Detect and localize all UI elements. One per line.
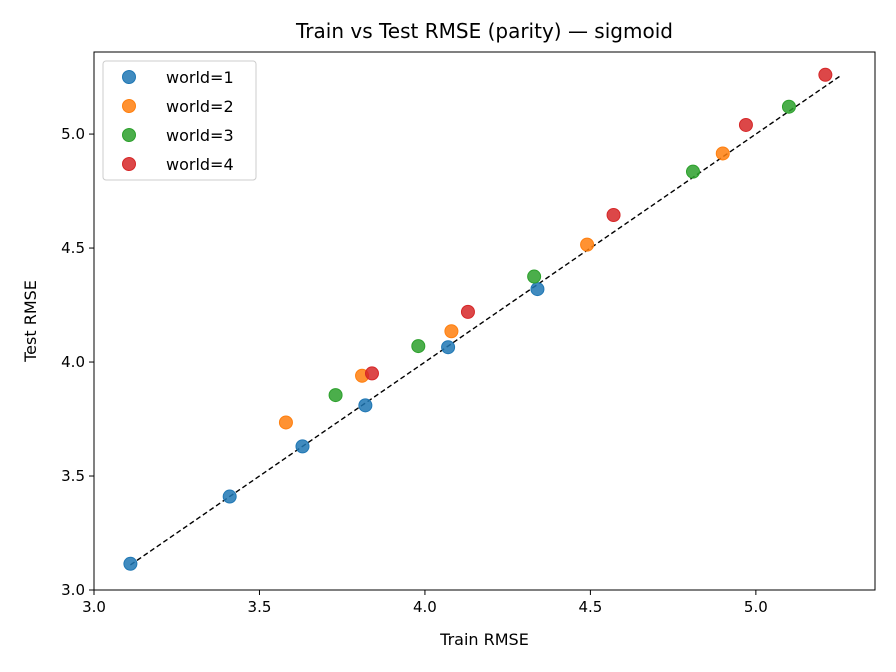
- data-point: [411, 339, 426, 354]
- y-tick-label: 5.0: [61, 125, 85, 143]
- data-point: [530, 282, 545, 297]
- data-point: [278, 415, 293, 430]
- y-axis-label: Test RMSE: [21, 280, 40, 363]
- chart-title: Train vs Test RMSE (parity) — sigmoid: [295, 19, 673, 43]
- y-tick-label: 3.5: [61, 467, 85, 485]
- data-point: [818, 67, 833, 82]
- legend-marker: [122, 99, 136, 113]
- x-axis: 3.0 3.5 4.0 4.5 5.0: [82, 590, 768, 616]
- x-axis-label: Train RMSE: [439, 630, 529, 649]
- legend: world=1 world=2 world=3 world=4: [102, 60, 257, 181]
- data-point: [460, 304, 475, 319]
- data-point: [781, 99, 796, 114]
- data-point: [364, 366, 379, 381]
- data-point: [527, 269, 542, 284]
- x-tick-label: 4.0: [413, 598, 437, 616]
- y-tick-label: 4.5: [61, 239, 85, 257]
- x-tick-label: 3.5: [248, 598, 272, 616]
- x-tick-label: 4.5: [578, 598, 602, 616]
- data-point: [580, 237, 595, 252]
- data-point: [358, 398, 373, 413]
- data-point: [328, 388, 343, 403]
- y-axis: 3.0 3.5 4.0 4.5 5.0: [61, 125, 94, 599]
- plot-frame: [93, 51, 876, 591]
- data-point: [441, 340, 456, 355]
- data-point: [222, 489, 237, 504]
- series-world-3: [328, 99, 796, 403]
- legend-entry-label: world=1: [166, 68, 234, 87]
- y-tick-label: 4.0: [61, 353, 85, 371]
- data-point: [295, 439, 310, 454]
- legend-box: [102, 60, 257, 181]
- legend-marker: [122, 157, 136, 171]
- data-point: [444, 324, 459, 339]
- data-point: [715, 146, 730, 161]
- data-point: [738, 117, 753, 132]
- legend-entry-label: world=4: [166, 155, 234, 174]
- series-world-1: [123, 282, 545, 571]
- x-tick-label: 3.0: [82, 598, 106, 616]
- plot-area: [123, 67, 843, 571]
- legend-marker: [122, 70, 136, 84]
- data-point: [606, 207, 621, 222]
- legend-entry-label: world=2: [166, 97, 234, 116]
- y-tick-label: 3.0: [61, 581, 85, 599]
- legend-marker: [122, 128, 136, 142]
- legend-entry-label: world=3: [166, 126, 234, 145]
- data-point: [685, 164, 700, 179]
- x-tick-label: 5.0: [744, 598, 768, 616]
- series-world-4: [364, 67, 833, 381]
- data-point: [123, 556, 138, 571]
